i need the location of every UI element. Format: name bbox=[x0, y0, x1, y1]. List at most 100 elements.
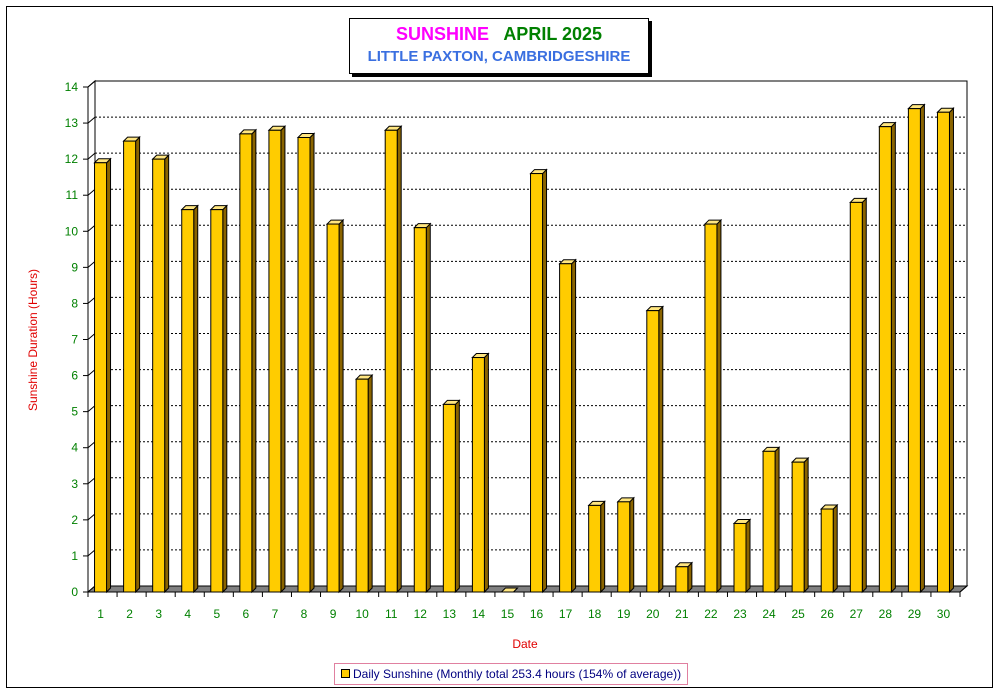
bar-side bbox=[454, 399, 460, 594]
bar-10 bbox=[354, 373, 374, 594]
bar-side bbox=[483, 352, 489, 594]
x-tick-label: 23 bbox=[733, 607, 747, 621]
bar-side bbox=[571, 258, 577, 594]
bar-5 bbox=[209, 204, 229, 594]
bar-front bbox=[442, 403, 456, 593]
x-tick-label: 4 bbox=[184, 607, 191, 621]
bar-front bbox=[791, 461, 805, 593]
bar-18 bbox=[587, 500, 606, 594]
x-tick-label: 8 bbox=[301, 607, 308, 621]
x-tick-label: 3 bbox=[155, 607, 162, 621]
bar-side bbox=[425, 222, 431, 594]
y-tick-label: 6 bbox=[71, 369, 78, 383]
x-tick-label: 10 bbox=[355, 607, 369, 621]
chart-title: SUNSHINE APRIL 2025 bbox=[350, 24, 648, 45]
bar-front bbox=[820, 508, 834, 593]
grid-line-diagonal bbox=[87, 369, 96, 376]
bar-side bbox=[251, 128, 257, 594]
x-tick-label: 20 bbox=[646, 607, 660, 621]
x-tick-label: 9 bbox=[330, 607, 337, 621]
bar-23 bbox=[732, 518, 752, 594]
bar-front bbox=[849, 201, 863, 593]
bar-9 bbox=[325, 218, 345, 594]
y-tick-label: 7 bbox=[71, 333, 78, 347]
bars bbox=[93, 103, 955, 594]
bar-front bbox=[530, 173, 544, 593]
bar-front bbox=[907, 108, 921, 593]
bar-side bbox=[396, 125, 402, 594]
bar-24 bbox=[761, 446, 781, 594]
grid-line-diagonal bbox=[87, 152, 96, 160]
y-tick-label: 12 bbox=[65, 152, 79, 166]
bar-front bbox=[733, 522, 747, 593]
x-tick-label: 15 bbox=[501, 607, 515, 621]
bar-21 bbox=[674, 561, 694, 594]
x-tick-label: 28 bbox=[879, 607, 893, 621]
bar-side bbox=[542, 168, 548, 594]
bar-side bbox=[774, 446, 780, 594]
bar-26 bbox=[819, 503, 839, 594]
y-tick-label: 13 bbox=[65, 116, 79, 130]
bar-12 bbox=[413, 222, 432, 594]
bar-14 bbox=[471, 352, 490, 594]
bar-front bbox=[878, 126, 892, 593]
bar-side bbox=[803, 456, 809, 594]
bar-20 bbox=[645, 305, 665, 594]
bar-front bbox=[588, 504, 602, 593]
bar-22 bbox=[703, 218, 723, 594]
chart-title-box: SUNSHINE APRIL 2025 LITTLE PAXTON, CAMBR… bbox=[349, 18, 649, 74]
bar-side bbox=[629, 496, 635, 594]
bar-side bbox=[338, 218, 344, 594]
bar-side bbox=[716, 218, 722, 594]
x-tick-label: 17 bbox=[559, 607, 573, 621]
bar-side bbox=[687, 561, 693, 594]
bar-front bbox=[181, 209, 195, 593]
bar-front bbox=[268, 129, 282, 593]
bar-side bbox=[861, 197, 867, 594]
bar-3 bbox=[151, 153, 170, 594]
x-tick-label: 24 bbox=[762, 607, 776, 621]
grid-line-diagonal bbox=[87, 224, 96, 232]
grid-line-diagonal bbox=[87, 297, 96, 304]
bar-25 bbox=[790, 456, 810, 594]
bar-side bbox=[890, 121, 896, 594]
legend-swatch bbox=[341, 669, 350, 678]
bar-30 bbox=[936, 107, 955, 594]
grid-line-diagonal bbox=[87, 549, 96, 557]
bar-front bbox=[239, 133, 253, 593]
bar-front bbox=[326, 223, 340, 593]
bar-side bbox=[745, 518, 751, 594]
bar-front bbox=[762, 450, 776, 593]
bar-11 bbox=[383, 125, 403, 594]
y-tick-label: 5 bbox=[71, 405, 78, 419]
bar-front bbox=[471, 357, 485, 593]
x-tick-label: 13 bbox=[443, 607, 457, 621]
bar-27 bbox=[849, 197, 868, 594]
x-axis-end bbox=[959, 585, 968, 593]
bar-front bbox=[675, 566, 689, 593]
bar-front bbox=[123, 140, 137, 593]
y-tick-label: 1 bbox=[71, 549, 78, 563]
bar-1 bbox=[93, 157, 112, 594]
axes bbox=[83, 86, 968, 597]
y-tick-label: 2 bbox=[71, 513, 78, 527]
bar-side bbox=[280, 125, 286, 594]
x-tick-label: 12 bbox=[414, 607, 428, 621]
x-tick-label: 26 bbox=[821, 607, 835, 621]
bar-front bbox=[94, 162, 108, 593]
bar-29 bbox=[907, 103, 926, 594]
y-tick-label: 4 bbox=[71, 441, 78, 455]
y-axis-label: Sunshine Duration (Hours) bbox=[26, 268, 40, 412]
bar-front bbox=[297, 137, 311, 593]
y-tick-label: 8 bbox=[71, 296, 78, 310]
legend-label: Daily Sunshine (Monthly total 253.4 hour… bbox=[353, 667, 682, 681]
bar-side bbox=[222, 204, 228, 594]
grid-line-diagonal bbox=[87, 405, 96, 413]
bar-7 bbox=[267, 125, 287, 594]
x-tick-label: 29 bbox=[908, 607, 922, 621]
y-tick-label: 11 bbox=[66, 188, 79, 202]
bar-side bbox=[367, 373, 373, 594]
chart-subtitle: LITTLE PAXTON, CAMBRIDGESHIRE bbox=[367, 48, 631, 65]
